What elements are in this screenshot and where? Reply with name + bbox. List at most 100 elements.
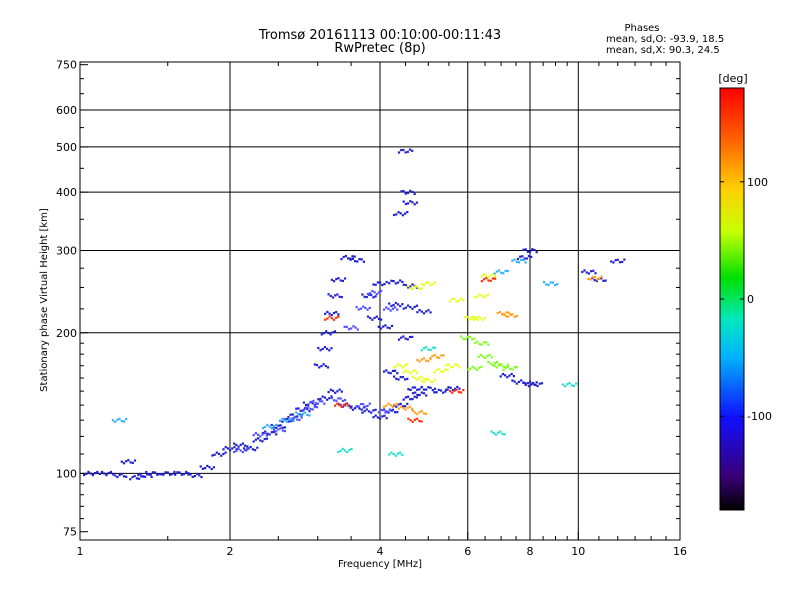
data-point <box>485 277 488 280</box>
data-point <box>464 338 467 341</box>
data-point <box>455 388 458 391</box>
data-point <box>422 283 426 286</box>
data-point <box>133 459 137 462</box>
data-point <box>416 358 419 362</box>
data-point <box>335 316 338 319</box>
data-point <box>237 447 240 450</box>
data-point <box>413 203 416 206</box>
data-point <box>463 316 466 319</box>
data-point <box>447 386 450 389</box>
data-point <box>422 392 426 395</box>
data-point <box>111 419 115 422</box>
data-point <box>196 472 199 476</box>
data-point <box>313 404 316 407</box>
data-point <box>411 386 414 389</box>
data-point <box>193 475 196 478</box>
data-point <box>383 405 386 408</box>
data-point <box>101 470 104 473</box>
data-point <box>397 403 400 406</box>
data-point <box>343 325 346 328</box>
data-point <box>289 413 292 416</box>
data-point <box>327 331 330 335</box>
data-point <box>409 388 412 391</box>
data-point <box>263 437 266 441</box>
data-point <box>401 214 404 217</box>
data-point <box>486 355 489 358</box>
data-point <box>493 364 496 367</box>
data-point <box>120 419 123 423</box>
data-point <box>296 418 299 421</box>
data-point <box>292 419 295 423</box>
data-point <box>549 281 552 284</box>
data-point <box>397 338 401 341</box>
data-point <box>299 409 302 412</box>
data-point <box>270 423 273 427</box>
y-tick-label: 600 <box>56 104 77 117</box>
data-point <box>422 312 426 315</box>
data-point <box>429 380 432 383</box>
data-point <box>545 283 548 286</box>
data-point <box>543 281 546 284</box>
data-point <box>406 338 409 341</box>
data-point <box>399 402 402 405</box>
data-point <box>420 287 423 290</box>
data-point <box>400 149 403 152</box>
data-point <box>575 382 578 385</box>
data-point <box>420 310 423 313</box>
data-point <box>394 306 397 309</box>
data-point <box>213 453 216 456</box>
data-point <box>116 418 119 421</box>
data-point <box>329 388 332 391</box>
data-point <box>396 372 399 375</box>
data-point <box>239 449 242 452</box>
data-point <box>474 341 477 344</box>
data-point <box>220 454 223 457</box>
data-point <box>301 412 304 415</box>
data-point <box>302 401 305 404</box>
data-point <box>384 411 387 414</box>
data-point <box>483 273 486 276</box>
data-point <box>411 283 414 286</box>
data-point <box>446 388 449 391</box>
data-point <box>330 347 333 350</box>
data-point <box>335 278 338 281</box>
data-point <box>394 369 397 372</box>
data-point <box>341 279 344 282</box>
data-point <box>241 451 244 454</box>
data-point <box>397 407 401 410</box>
data-point <box>411 190 414 193</box>
data-point <box>388 302 391 305</box>
data-point <box>449 390 452 393</box>
data-point <box>487 276 490 279</box>
data-point <box>581 270 584 274</box>
data-point <box>572 384 576 387</box>
data-point <box>506 269 509 273</box>
data-point <box>266 423 269 427</box>
data-point <box>498 311 501 314</box>
data-point <box>415 304 418 307</box>
data-point <box>336 390 339 393</box>
data-point <box>425 379 428 382</box>
data-point <box>429 311 432 314</box>
data-point <box>506 376 509 379</box>
data-point <box>346 451 349 454</box>
data-point <box>270 427 273 430</box>
data-point <box>182 473 186 476</box>
data-point <box>409 285 412 288</box>
data-point <box>513 380 516 383</box>
data-point <box>445 364 448 367</box>
data-point <box>386 410 389 413</box>
data-point <box>330 395 333 398</box>
data-point <box>281 429 284 432</box>
data-point <box>491 273 494 276</box>
data-point <box>147 473 150 476</box>
data-point <box>407 395 410 398</box>
data-point <box>329 294 332 298</box>
data-point <box>411 307 414 310</box>
data-point <box>340 296 343 299</box>
data-point <box>321 395 324 398</box>
data-point <box>394 403 397 406</box>
data-point <box>408 335 412 339</box>
data-point <box>527 255 531 258</box>
data-point <box>296 415 299 418</box>
